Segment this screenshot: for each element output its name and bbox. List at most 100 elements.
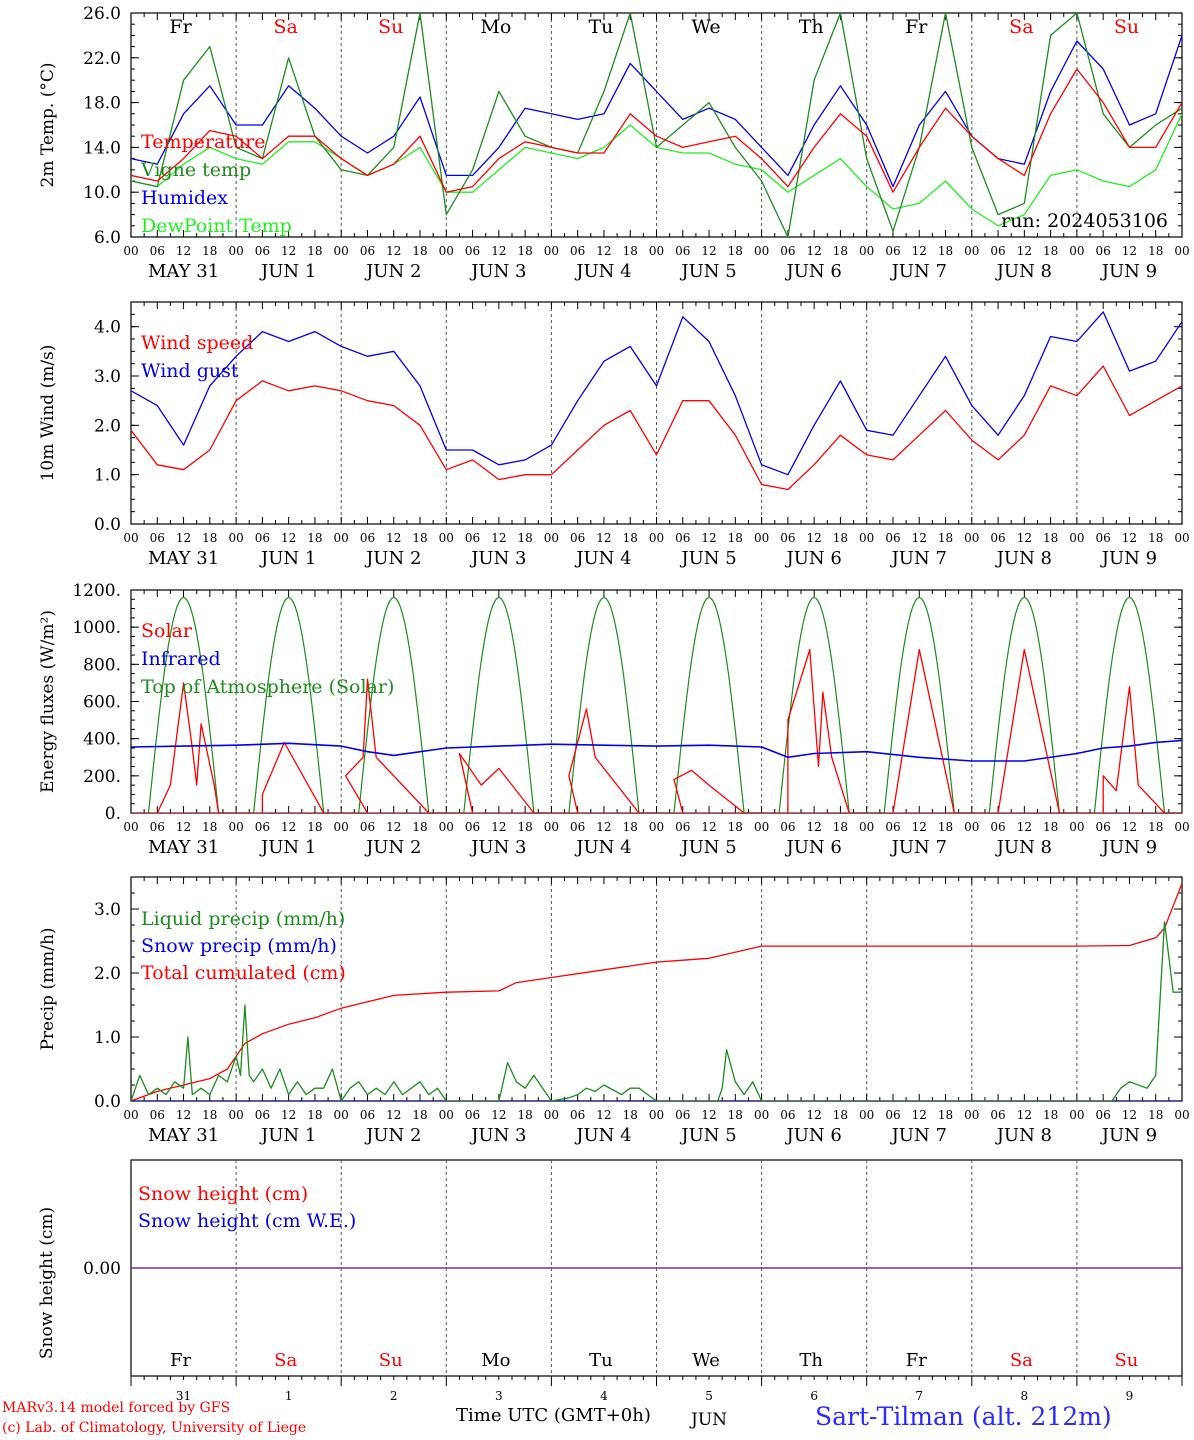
y-tick-label: 200. [83, 767, 121, 787]
date-label: JUN 6 [784, 261, 841, 282]
hour-tick-label: 00 [544, 1108, 559, 1122]
day-number-label: 7 [915, 1389, 923, 1403]
weekday-label-top: We [691, 16, 720, 38]
series-line-blue [131, 35, 1182, 188]
legend-entry: Snow precip (mm/h) [141, 935, 337, 957]
day-number-label: 5 [705, 1389, 713, 1403]
date-label: JUN 2 [364, 548, 421, 569]
hour-tick-label: 12 [596, 1108, 611, 1122]
hour-tick-label: 00 [1174, 1108, 1189, 1122]
date-label: JUN 1 [259, 1125, 316, 1146]
hour-tick-label: 00 [754, 244, 769, 258]
hour-tick-label: 00 [1174, 244, 1189, 258]
date-label: JUN 4 [574, 1125, 631, 1146]
hour-tick-label: 00 [754, 531, 769, 545]
hour-tick-label: 06 [675, 531, 690, 545]
hour-tick-label: 12 [281, 531, 296, 545]
hour-tick-label: 12 [596, 820, 611, 834]
hour-tick-label: 06 [360, 531, 375, 545]
date-label: JUN 9 [1100, 261, 1157, 282]
date-label: JUN 6 [784, 837, 841, 858]
hour-tick-label: 18 [517, 244, 532, 258]
y-tick-label: 4.0 [94, 318, 121, 338]
hour-tick-label: 00 [754, 1108, 769, 1122]
hour-tick-label: 00 [754, 820, 769, 834]
hour-tick-label: 00 [334, 820, 349, 834]
hour-tick-label: 06 [780, 1108, 795, 1122]
y-tick-label: 0.0 [94, 1092, 121, 1112]
y-tick-label: 1200. [72, 581, 121, 601]
y-tick-label: 600. [83, 693, 121, 713]
y-axis-label: Snow height (cm) [37, 1207, 57, 1359]
hour-tick-label: 12 [912, 244, 927, 258]
hour-tick-label: 18 [1043, 1108, 1058, 1122]
hour-tick-label: 18 [1043, 244, 1058, 258]
hour-tick-label: 18 [1148, 244, 1163, 258]
hour-tick-label: 18 [833, 820, 848, 834]
solar-line [261, 741, 342, 813]
legend-entry: Wind gust [141, 360, 239, 382]
hour-tick-label: 18 [517, 1108, 532, 1122]
y-tick-label: 14.0 [83, 138, 121, 158]
infrared-line [131, 739, 1182, 762]
day-number-label: 3 [495, 1389, 503, 1403]
date-label: JUN 5 [679, 837, 736, 858]
day-number-label: 6 [810, 1389, 818, 1403]
y-tick-label: 0. [105, 804, 121, 824]
series-group [131, 883, 1182, 1101]
day-number-label: 9 [1126, 1389, 1134, 1403]
hour-tick-label: 18 [412, 1108, 427, 1122]
legend-entry: Liquid precip (mm/h) [141, 908, 345, 930]
weekday-label-bottom: We [692, 1350, 720, 1371]
date-label: JUN 4 [574, 837, 631, 858]
hour-tick-label: 06 [150, 244, 165, 258]
hour-tick-label: 18 [833, 1108, 848, 1122]
hour-tick-label: 06 [255, 820, 270, 834]
y-axis-label: Precip (mm/h) [38, 927, 58, 1050]
legend-entry: Vigne temp [140, 159, 251, 181]
hour-tick-label: 12 [281, 820, 296, 834]
series-line-red [131, 883, 1182, 1101]
hour-tick-label: 12 [176, 531, 191, 545]
series-group [131, 596, 1182, 813]
date-label: JUN 3 [469, 548, 526, 569]
hour-tick-label: 18 [623, 1108, 638, 1122]
hour-tick-label: 00 [544, 820, 559, 834]
series-line-red [131, 365, 1182, 491]
hour-tick-label: 12 [1017, 531, 1032, 545]
hour-tick-label: 00 [544, 244, 559, 258]
hour-tick-label: 06 [1096, 531, 1111, 545]
date-label: JUN 3 [469, 837, 526, 858]
solar-line [568, 708, 657, 813]
date-label: MAY 31 [148, 837, 219, 858]
hour-tick-label: 12 [281, 1108, 296, 1122]
weekday-label-bottom: Tu [589, 1350, 613, 1371]
hour-tick-label: 00 [1069, 244, 1084, 258]
day-number-label: 4 [600, 1389, 608, 1403]
legend-entry: Total cumulated (cm) [141, 962, 346, 984]
hour-tick-label: 06 [150, 1108, 165, 1122]
hour-tick-label: 12 [701, 244, 716, 258]
hour-tick-label: 06 [780, 244, 795, 258]
weekday-label-bottom: Sa [1010, 1350, 1033, 1371]
hour-tick-label: 12 [281, 244, 296, 258]
day-number-label: 1 [285, 1389, 293, 1403]
day-number-label: 31 [176, 1389, 191, 1403]
hour-tick-label: 18 [412, 820, 427, 834]
solar-line [458, 752, 552, 813]
hour-tick-label: 06 [885, 820, 900, 834]
hour-tick-label: 12 [1017, 244, 1032, 258]
hour-tick-label: 00 [1069, 820, 1084, 834]
date-label: JUN 9 [1100, 1125, 1157, 1146]
hour-tick-label: 18 [728, 244, 743, 258]
hour-tick-label: 18 [728, 531, 743, 545]
hour-tick-label: 00 [1069, 531, 1084, 545]
hour-tick-label: 18 [202, 1108, 217, 1122]
date-label: JUN 2 [364, 837, 421, 858]
y-tick-label: 18.0 [83, 94, 121, 114]
hour-tick-label: 06 [255, 531, 270, 545]
toa-solar-line [131, 596, 1182, 813]
hour-tick-label: 00 [439, 820, 454, 834]
legend-entry: DewPoint Temp [141, 215, 292, 237]
